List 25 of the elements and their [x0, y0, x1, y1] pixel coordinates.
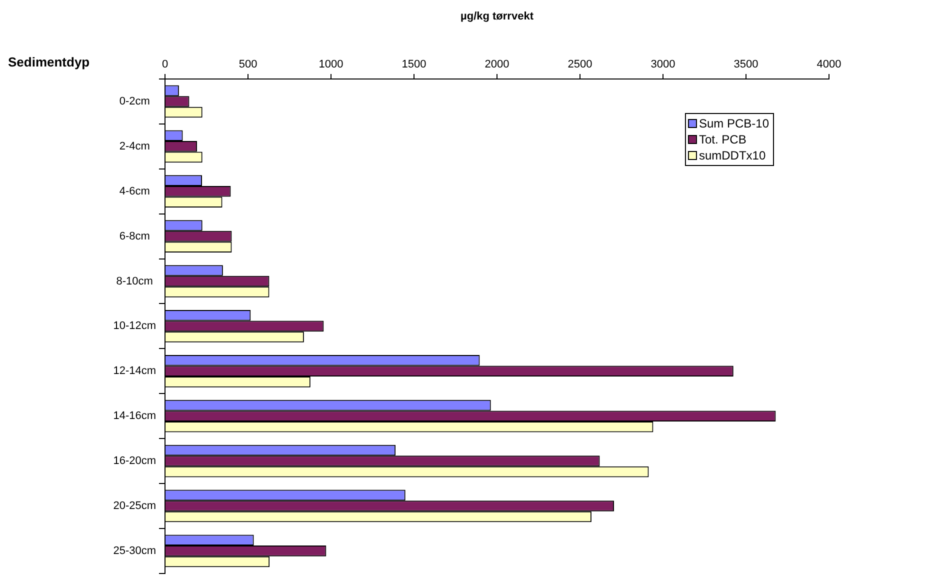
y-axis-title: Sedimentdyp [8, 54, 90, 70]
y-tick-label: 6-8cm [119, 230, 150, 242]
y-tick-label: 8-10cm [116, 275, 153, 288]
x-tick-label: 3000 [650, 58, 676, 70]
legend-label: sumDDTx10 [698, 148, 766, 162]
x-tick-label: 500 [238, 58, 258, 70]
y-tick-label: 16-20cm [113, 455, 156, 468]
x-tick-label: 2500 [568, 58, 592, 70]
x-tick-label: 1000 [318, 58, 344, 70]
legend-label: Tot. PCB [698, 132, 746, 146]
y-tick-label: 25-30cm [113, 544, 156, 557]
y-tick-label: 0-2cm [119, 96, 150, 108]
y-tick-label: 12-14cm [113, 365, 156, 378]
x-tick-label: 1500 [402, 58, 426, 70]
x-axis-title: µg/kg tørrvekt [460, 10, 534, 23]
x-tick-label: 0 [162, 58, 168, 70]
y-tick-label: 10-12cm [113, 320, 156, 332]
y-tick-label: 2-4cm [119, 140, 150, 152]
y-tick-label: 20-25cm [113, 500, 156, 512]
y-tick-label: 4-6cm [119, 185, 150, 198]
x-tick-label: 4000 [816, 58, 842, 70]
x-tick-label: 3500 [734, 58, 758, 70]
x-tick-label: 2000 [484, 58, 510, 70]
y-tick-label: 14-16cm [113, 410, 156, 422]
legend-label: Sum PCB-10 [698, 116, 770, 130]
